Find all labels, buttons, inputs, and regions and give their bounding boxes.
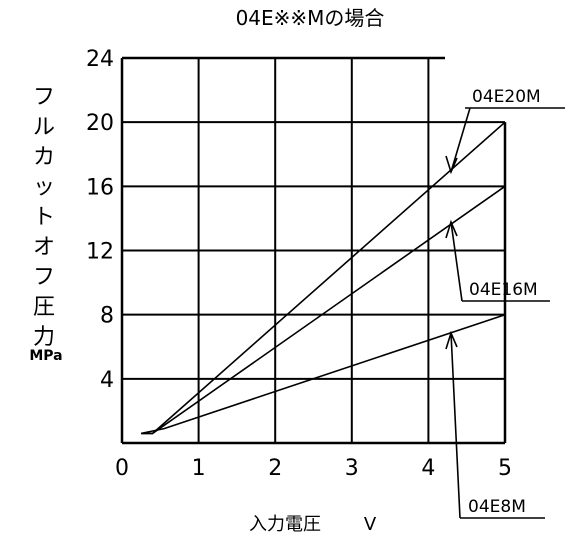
- y-tick-label-24: 24: [86, 47, 114, 72]
- x-tick-label-2: 2: [268, 456, 282, 481]
- arrowhead-04E8M: [445, 330, 458, 350]
- leader-line-04E16M: [450, 221, 463, 302]
- series-label-04E8M: 04E8M: [468, 497, 526, 517]
- x-tick-label-3: 3: [345, 456, 359, 481]
- y-axis-label-char: カ: [33, 145, 55, 170]
- y-axis-unit: MPa: [29, 348, 62, 364]
- y-axis-label-char: 力: [33, 325, 55, 350]
- series-line-04E8M: [141, 313, 506, 435]
- series-label-04E16M: 04E16M: [469, 280, 538, 300]
- x-axis-label: 入力電圧: [249, 514, 321, 535]
- x-tick-label-5: 5: [498, 456, 512, 481]
- y-tick-label-12: 12: [86, 240, 114, 265]
- y-axis-label-char: オ: [33, 235, 55, 260]
- y-axis-label-char: ル: [33, 115, 55, 140]
- y-tick-label-20: 20: [86, 111, 114, 136]
- series-lines: [141, 121, 506, 435]
- x-tick-label-4: 4: [421, 456, 435, 481]
- arrowhead-04E20M: [445, 155, 458, 175]
- arrowhead-04E16M: [445, 219, 458, 239]
- y-axis-label-char: 圧: [33, 295, 55, 320]
- y-tick-label-8: 8: [100, 304, 114, 329]
- y-tick-label-4: 4: [100, 368, 114, 393]
- x-tick-label-1: 1: [192, 456, 206, 481]
- y-axis-label-char: ト: [33, 205, 55, 230]
- leader-line-04E8M: [450, 332, 461, 519]
- y-axis-label-char: ッ: [33, 175, 55, 200]
- grid: [122, 58, 505, 443]
- x-axis-unit: V: [364, 514, 377, 535]
- axes: [120, 56, 507, 445]
- y-tick-label-16: 16: [86, 175, 114, 200]
- leader-lines: [445, 107, 565, 519]
- chart-title: 04E※※Mの場合: [236, 6, 385, 30]
- x-tick-label-0: 0: [115, 456, 129, 481]
- leader-line-04E20M: [450, 107, 471, 173]
- y-axis-label-char: フ: [33, 85, 55, 110]
- y-axis-label-char: フ: [33, 265, 55, 290]
- series-label-04E20M: 04E20M: [472, 87, 541, 107]
- series-labels: 04E20M 04E16M 04E8M: [468, 87, 541, 517]
